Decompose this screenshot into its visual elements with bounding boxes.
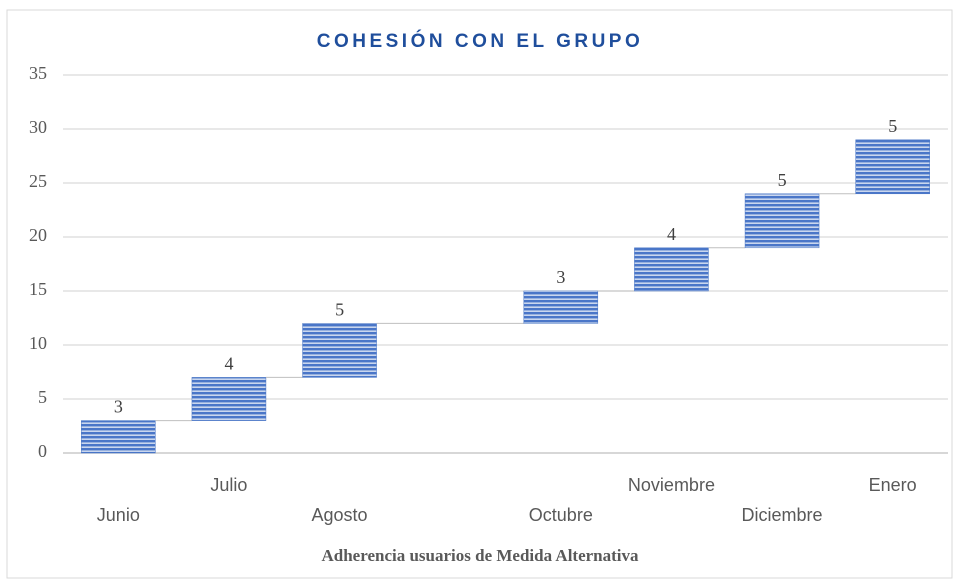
bar (634, 247, 709, 292)
data-label: 4 (667, 224, 676, 244)
y-tick-label: 10 (29, 333, 47, 353)
x-tick-label: Diciembre (742, 505, 823, 525)
data-label: 4 (224, 354, 233, 374)
bar (191, 377, 267, 421)
data-label: 3 (556, 267, 565, 287)
chart-frame (6, 9, 953, 579)
y-tick-label: 0 (38, 441, 47, 461)
y-tick-label: 5 (38, 387, 47, 407)
bar (302, 323, 377, 378)
x-tick-label: Noviembre (628, 475, 715, 495)
x-tick-label: Octubre (529, 505, 593, 525)
data-label: 5 (335, 300, 344, 320)
x-axis-title: Adherencia usuarios de Medida Alternativ… (321, 546, 639, 565)
bar (81, 420, 156, 454)
y-tick-label: 30 (29, 117, 47, 137)
y-tick-label: 20 (29, 225, 47, 245)
data-label: 3 (114, 397, 123, 417)
data-label: 5 (778, 170, 787, 190)
data-label: 5 (888, 116, 897, 136)
x-tick-label: Junio (97, 505, 140, 525)
x-tick-label: Agosto (312, 505, 368, 525)
bar (855, 139, 930, 195)
chart-title: COHESIÓN CON EL GRUPO (317, 30, 644, 52)
y-tick-label: 15 (29, 279, 47, 299)
x-tick-label: Julio (210, 475, 247, 495)
x-tick-label: Enero (869, 475, 917, 495)
y-tick-label: 35 (29, 63, 47, 83)
bar (744, 193, 820, 249)
y-tick-label: 25 (29, 171, 47, 191)
bar (523, 290, 599, 324)
